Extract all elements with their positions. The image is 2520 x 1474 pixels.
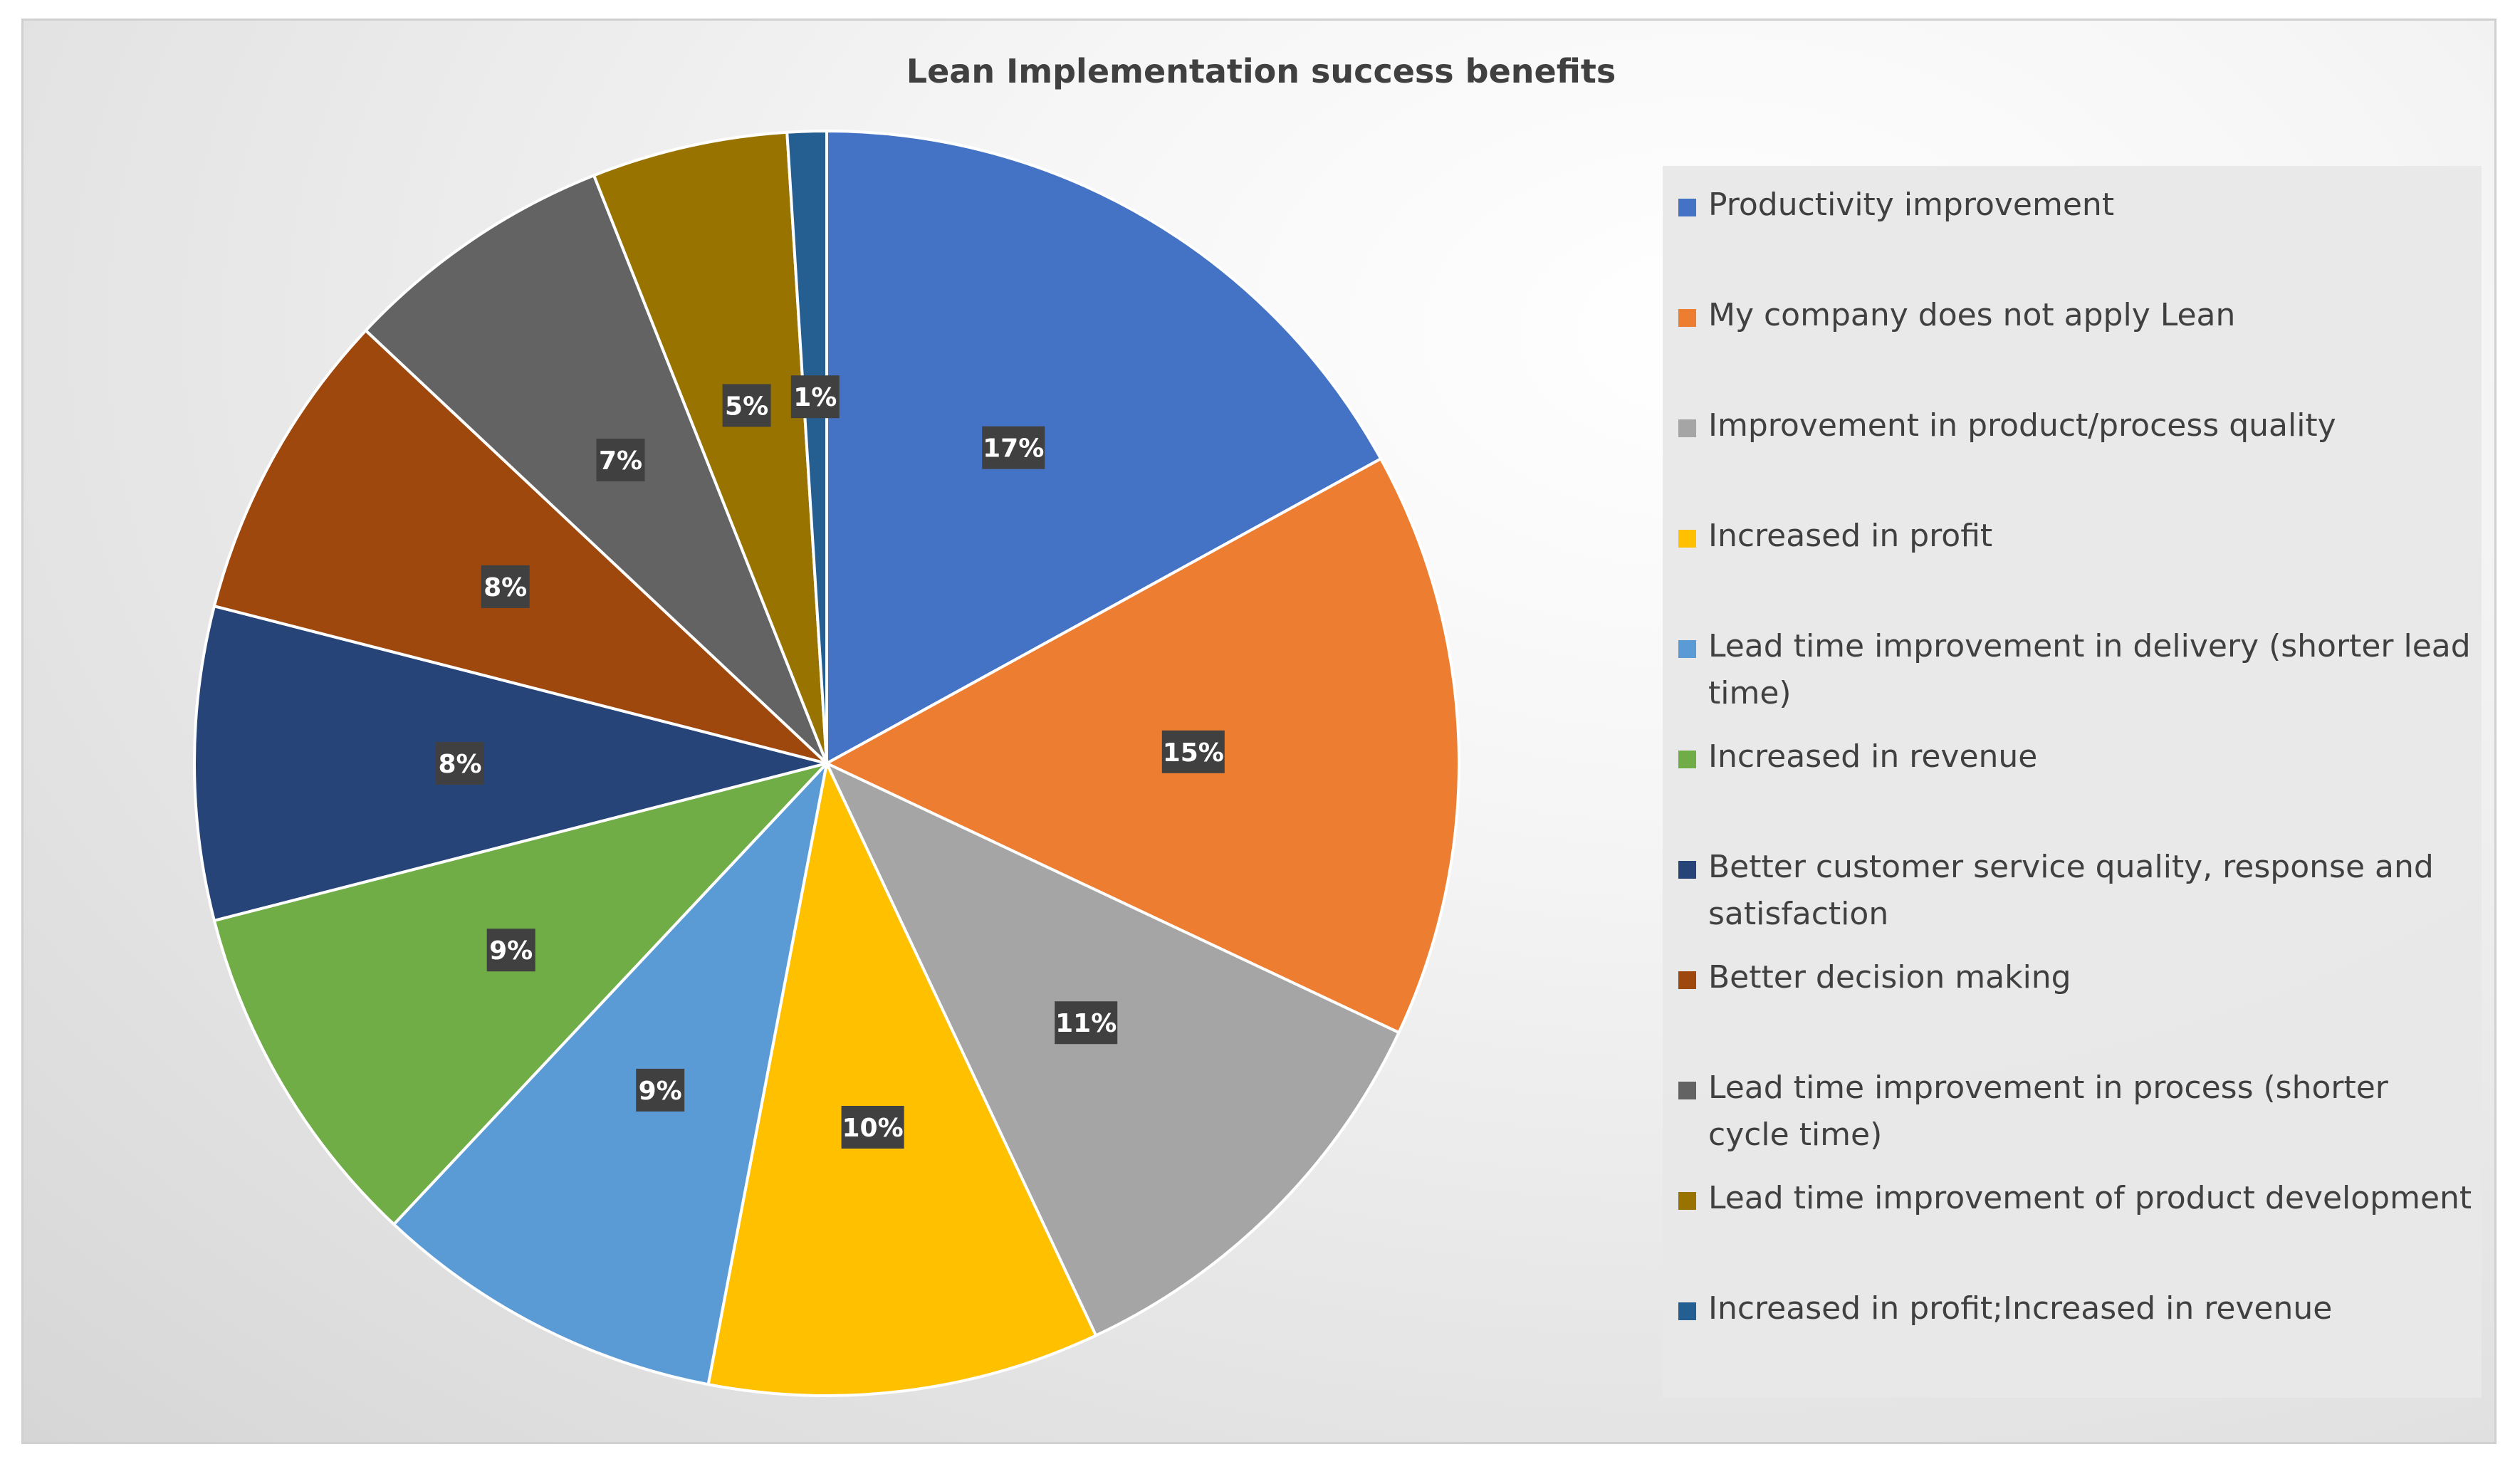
slice-label-text: 8%: [483, 573, 527, 602]
legend-swatch: [1678, 1192, 1696, 1210]
chart-title: Lean Implementation success benefits: [906, 52, 1616, 90]
slice-label-text: 8%: [438, 750, 481, 779]
pie-slice: [212, 762, 828, 1226]
legend-label: Lead time improvement of product develop…: [1708, 1180, 2472, 1216]
slice-data-label: 8%: [481, 565, 530, 608]
legend-label: Productivity improvement: [1708, 187, 2115, 223]
slice-label-text: 11%: [1055, 1009, 1117, 1038]
chart-frame: Lean Implementation success benefits 17%…: [21, 19, 2497, 1444]
legend: Productivity improvement My company does …: [1663, 166, 2482, 1398]
slice-data-label: 5%: [722, 384, 771, 427]
legend-swatch: [1678, 1302, 1696, 1320]
pie-slice: [825, 457, 1460, 1035]
slice-label-box: [982, 426, 1045, 469]
slice-data-label: 15%: [1161, 730, 1225, 773]
legend-swatch: [1678, 1082, 1696, 1099]
slice-data-label: 7%: [596, 439, 645, 481]
slice-data-label: 1%: [790, 375, 840, 419]
legend-swatch: [1678, 419, 1696, 437]
legend-label: Improvement in product/process quality: [1708, 407, 2336, 444]
slice-data-label: 10%: [841, 1106, 904, 1149]
slice-label-box: [486, 929, 535, 972]
legend-label: Better decision making: [1708, 959, 2071, 995]
slice-label-box: [481, 565, 530, 608]
pie-slice: [825, 762, 1401, 1337]
slice-label-box: [841, 1106, 904, 1149]
slice-label-text: 7%: [599, 446, 642, 476]
slice-label-text: 9%: [489, 936, 533, 966]
slice-label-text: 5%: [725, 392, 768, 421]
pie-slice: [193, 605, 828, 922]
slice-data-label: 9%: [486, 929, 535, 972]
slice-data-label: 9%: [636, 1068, 685, 1112]
legend-label: Lead time improvement in process (shorte…: [1708, 1070, 2388, 1153]
slice-label-text: 15%: [1163, 738, 1224, 768]
slice-label-box: [636, 1068, 685, 1112]
slice-data-label: 17%: [982, 426, 1045, 469]
slice-label-box: [1055, 1001, 1118, 1045]
legend-swatch: [1678, 309, 1696, 327]
slice-label-text: 17%: [983, 434, 1044, 464]
legend-label: Increased in revenue: [1708, 738, 2038, 775]
legend-swatch: [1678, 530, 1696, 548]
legend-label: Increased in profit;Increased in revenue: [1708, 1290, 2333, 1327]
pie-chart: 17% 15% 11% 10% 9% 9% 8% 8% 7% 5% 1%: [193, 129, 1460, 1397]
legend-label: Better customer service quality, respons…: [1708, 849, 2434, 932]
pie-slice: [392, 762, 828, 1386]
slice-label-text: 9%: [639, 1077, 682, 1106]
legend-swatch: [1678, 861, 1696, 879]
slice-label-box: [790, 375, 840, 419]
legend-label: My company does not apply Lean: [1708, 297, 2236, 333]
slice-label-text: 10%: [842, 1114, 904, 1143]
legend-label: Increased in profit: [1708, 518, 1993, 554]
slice-label-text: 1%: [793, 383, 837, 412]
pie-slices: [193, 129, 1460, 1397]
slice-data-label: 8%: [436, 742, 484, 785]
pie-slice: [706, 762, 1098, 1397]
pie-slice: [825, 130, 1383, 765]
slice-label-box: [436, 742, 484, 785]
legend-label: Lead time improvement in delivery (short…: [1708, 628, 2471, 711]
slice-label-box: [596, 439, 645, 481]
slice-label-box: [722, 384, 771, 427]
legend-swatch: [1678, 199, 1696, 216]
legend-swatch: [1678, 751, 1696, 768]
pie-slice: [785, 129, 828, 765]
pie-labels: 17% 15% 11% 10% 9% 9% 8% 8% 7% 5% 1%: [436, 375, 1225, 1149]
pie-slice: [212, 329, 828, 765]
slice-data-label: 11%: [1055, 1001, 1118, 1045]
legend-swatch: [1678, 640, 1696, 658]
pie-slice: [364, 174, 828, 765]
pie-slice: [592, 130, 828, 765]
slice-label-box: [1161, 730, 1225, 773]
legend-swatch: [1678, 971, 1696, 989]
